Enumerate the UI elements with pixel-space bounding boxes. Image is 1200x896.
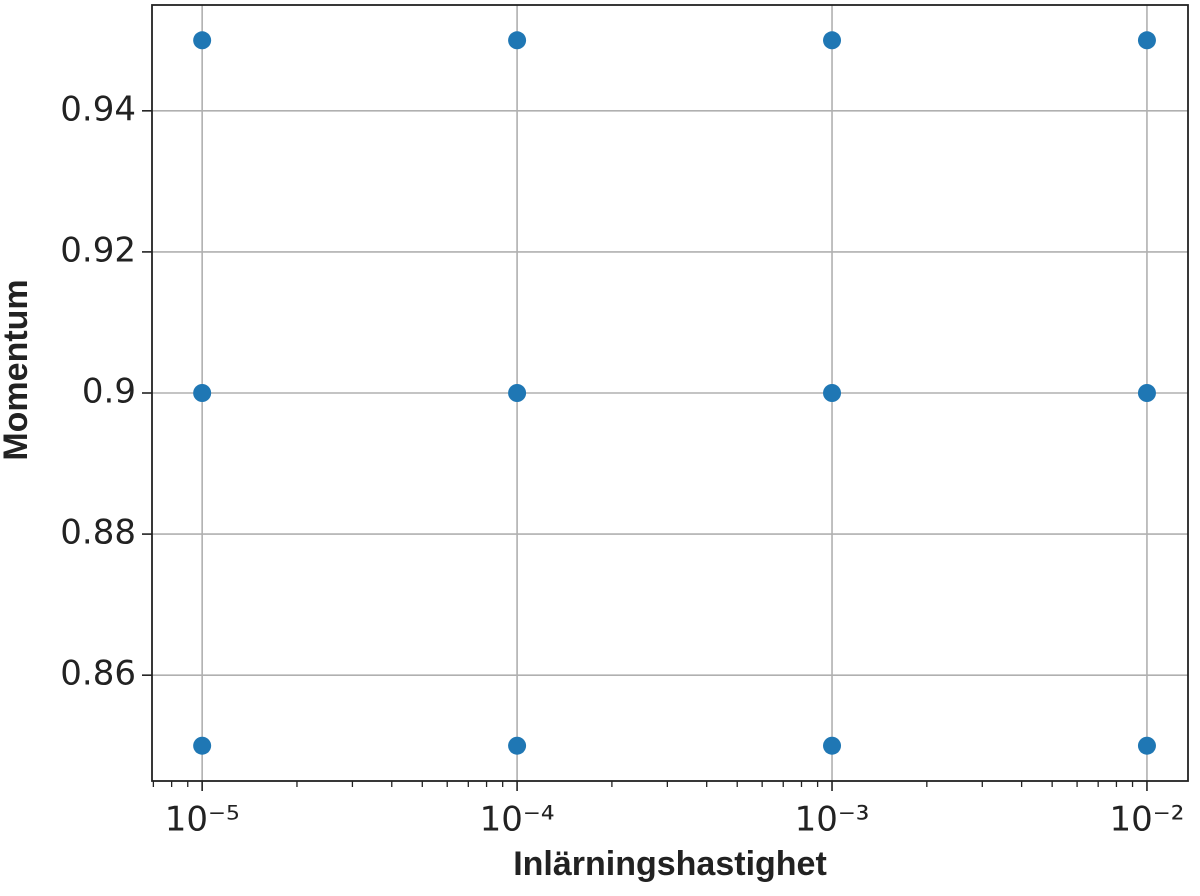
x-tick-label: 10⁻³ <box>795 800 870 840</box>
point <box>193 31 212 50</box>
point <box>508 384 527 402</box>
y-tick-label: 0.92 <box>60 230 136 270</box>
y-tick-label: 0.88 <box>60 513 136 553</box>
point <box>1137 384 1156 402</box>
point <box>508 736 527 755</box>
point <box>193 384 212 402</box>
x-axis-label: Inlärningshastighet <box>513 845 827 883</box>
point <box>823 31 842 50</box>
x-tick-label: 10⁻⁵ <box>165 800 240 840</box>
y-axis-label: Momentum <box>0 279 35 460</box>
point <box>1137 736 1156 755</box>
point <box>508 31 527 50</box>
point <box>823 384 842 402</box>
plot-frame <box>151 4 1189 782</box>
y-tick-label: 0.94 <box>60 89 136 129</box>
point <box>1137 31 1156 50</box>
y-tick-label: 0.9 <box>82 372 136 412</box>
y-tick-label: 0.86 <box>60 654 136 694</box>
x-tick-label: 10⁻⁴ <box>480 800 555 840</box>
x-tick-label: 10⁻² <box>1110 800 1185 840</box>
point <box>193 736 212 755</box>
point <box>823 736 842 755</box>
